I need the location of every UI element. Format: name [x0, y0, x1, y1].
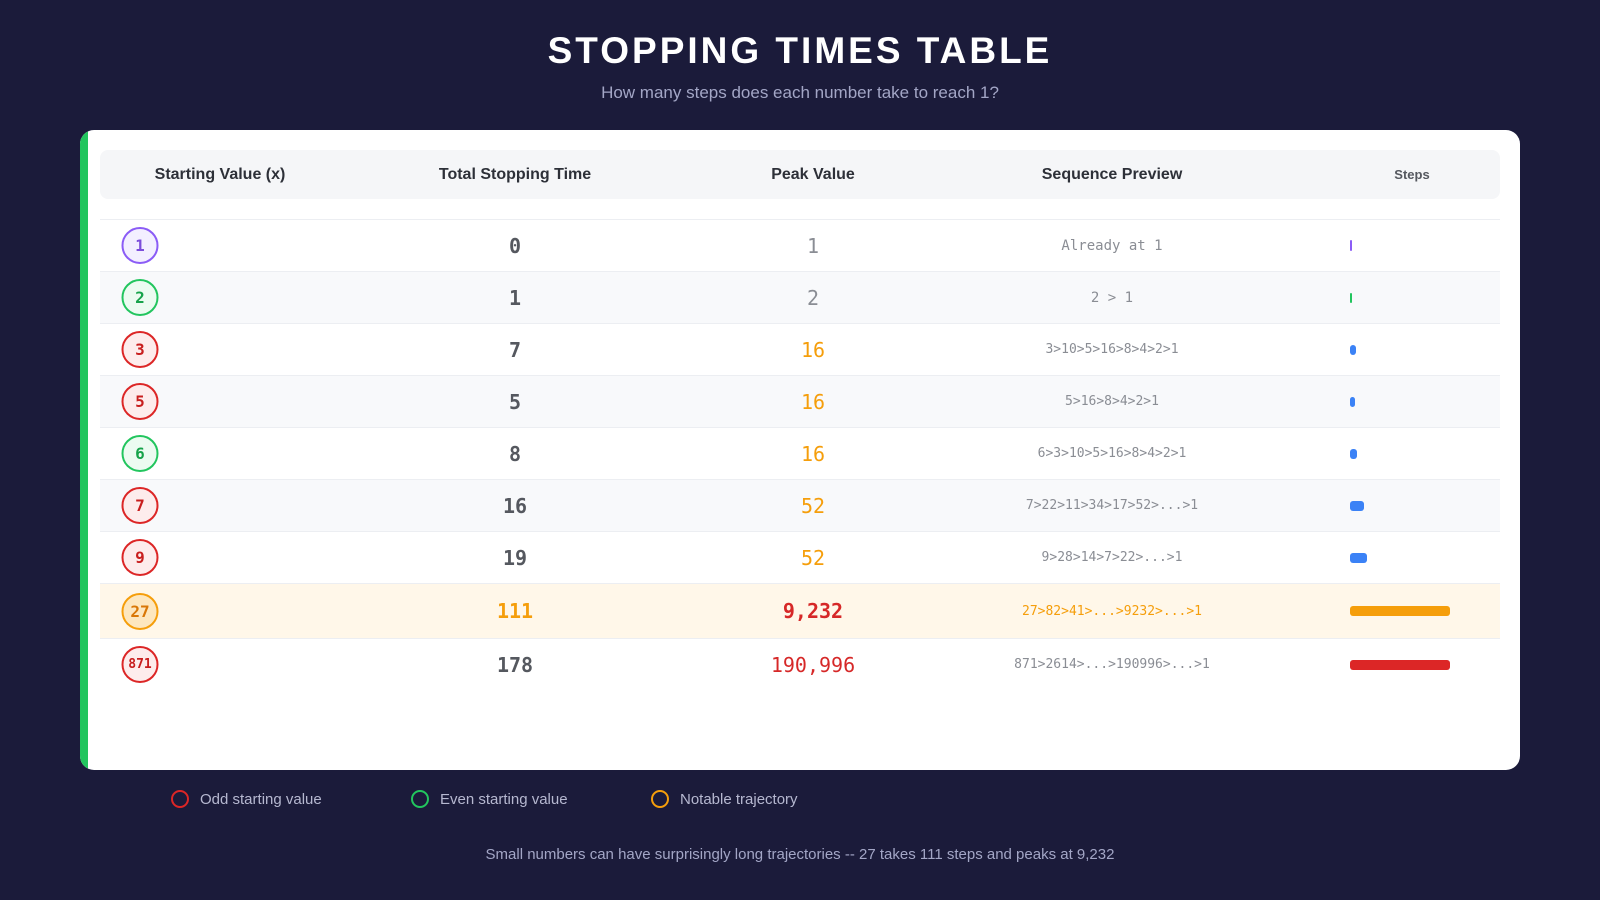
starting-value-badge: 6: [121, 435, 159, 472]
cell-starting-value: 6: [121, 428, 159, 479]
footer-note: Small numbers can have surprisingly long…: [485, 846, 1115, 863]
steps-bar: [1350, 659, 1450, 670]
legend-label: Odd starting value: [200, 790, 322, 808]
card-accent-stripe: [80, 130, 88, 770]
cell-sequence-preview: 7>22>11>34>17>52>...>1: [1025, 498, 1199, 513]
legend-circle-icon: [171, 790, 189, 808]
starting-value-badge: 7: [121, 487, 159, 524]
cell-sequence-preview: Already at 1: [1061, 237, 1163, 254]
cell-sequence-preview: 3>10>5>16>8>4>2>1: [1045, 342, 1179, 357]
steps-bar: [1350, 552, 1368, 563]
table-row: 3 7 16 3>10>5>16>8>4>2>1: [100, 323, 1500, 375]
cell-sequence-preview: 9>28>14>7>22>...>1: [1041, 550, 1183, 565]
legend-item: Notable trajectory: [651, 790, 798, 808]
page-title: STOPPING TIMES TABLE: [547, 30, 1053, 71]
cell-peak-value: 190,996: [770, 652, 856, 677]
table-row: 7 16 52 7>22>11>34>17>52>...>1: [100, 479, 1500, 531]
table-row: 6 8 16 6>3>10>5>16>8>4>2>1: [100, 427, 1500, 479]
starting-value-badge: 9: [121, 539, 159, 576]
cell-sequence-preview: 2 > 1: [1090, 289, 1134, 306]
table-row: 2 1 2 2 > 1: [100, 271, 1500, 323]
cell-stopping-time: 0: [508, 233, 522, 258]
cell-starting-value: 9: [121, 532, 159, 583]
cell-starting-value: 1: [121, 220, 159, 271]
cell-stopping-time: 178: [496, 652, 534, 677]
table-row: 27 111 9,232 27>82>41>...>9232>...>1: [100, 583, 1500, 638]
cell-stopping-time: 8: [508, 441, 522, 466]
cell-starting-value: 7: [121, 480, 159, 531]
starting-value-badge: 2: [121, 279, 159, 316]
starting-value-badge: 871: [121, 646, 159, 683]
legend-item: Odd starting value: [171, 790, 322, 808]
cell-sequence-preview: 6>3>10>5>16>8>4>2>1: [1037, 446, 1187, 461]
cell-peak-value: 16: [800, 389, 826, 414]
cell-stopping-time: 16: [502, 493, 528, 518]
column-header-stopping-time: Total Stopping Time: [438, 166, 592, 183]
steps-bar: [1350, 606, 1450, 616]
cell-sequence-preview: 5>16>8>4>2>1: [1065, 394, 1159, 409]
column-header-peak-value: Peak Value: [771, 166, 855, 183]
cell-sequence-preview: 27>82>41>...>9232>...>1: [1021, 603, 1203, 619]
cell-stopping-time: 19: [502, 545, 528, 570]
legend-label: Even starting value: [440, 790, 568, 808]
cell-peak-value: 52: [800, 493, 826, 518]
table-header: Starting Value (x) Total Stopping Time P…: [100, 150, 1500, 199]
page-subtitle: How many steps does each number take to …: [601, 83, 999, 102]
cell-peak-value: 9,232: [782, 599, 844, 623]
cell-stopping-time: 5: [508, 389, 522, 414]
cell-peak-value: 16: [800, 337, 826, 362]
steps-bar: [1350, 292, 1352, 303]
steps-bar: [1350, 396, 1355, 407]
legend-label: Notable trajectory: [680, 790, 798, 808]
cell-peak-value: 2: [806, 285, 820, 310]
steps-bar: [1350, 344, 1357, 355]
legend-circle-icon: [651, 790, 669, 808]
cell-starting-value: 5: [121, 376, 159, 427]
table-card: Starting Value (x) Total Stopping Time P…: [80, 130, 1520, 770]
table-row: 871 178 190,996 871>2614>...>190996>...>1: [100, 638, 1500, 690]
cell-stopping-time: 7: [508, 337, 522, 362]
table-row: 5 5 16 5>16>8>4>2>1: [100, 375, 1500, 427]
cell-starting-value: 3: [121, 324, 159, 375]
cell-stopping-time: 111: [496, 599, 534, 623]
legend-circle-icon: [411, 790, 429, 808]
steps-bar: [1350, 448, 1358, 459]
cell-starting-value: 27: [121, 584, 159, 638]
table-body: 1 0 1 Already at 1 2 1 2 2 > 1 3 7 16 3>10>5>16>8>4…: [100, 219, 1500, 690]
starting-value-badge: 3: [121, 331, 159, 368]
steps-bar: [1350, 239, 1352, 251]
table-row: 9 19 52 9>28>14>7>22>...>1: [100, 531, 1500, 583]
cell-sequence-preview: 871>2614>...>190996>...>1: [1014, 657, 1210, 672]
cell-stopping-time: 1: [508, 285, 522, 310]
cell-starting-value: 871: [121, 639, 159, 690]
cell-peak-value: 52: [800, 545, 826, 570]
table-row: 1 0 1 Already at 1: [100, 219, 1500, 271]
starting-value-badge: 5: [121, 383, 159, 420]
legend-item: Even starting value: [411, 790, 568, 808]
column-header-starting-value: Starting Value (x): [154, 166, 286, 183]
steps-bar: [1350, 500, 1365, 511]
cell-starting-value: 2: [121, 272, 159, 323]
cell-peak-value: 1: [806, 233, 820, 258]
column-header-sequence-preview: Sequence Preview: [1041, 166, 1183, 183]
starting-value-badge: 27: [121, 592, 159, 630]
column-header-steps: Steps: [1394, 167, 1430, 182]
starting-value-badge: 1: [121, 227, 159, 264]
cell-peak-value: 16: [800, 441, 826, 466]
